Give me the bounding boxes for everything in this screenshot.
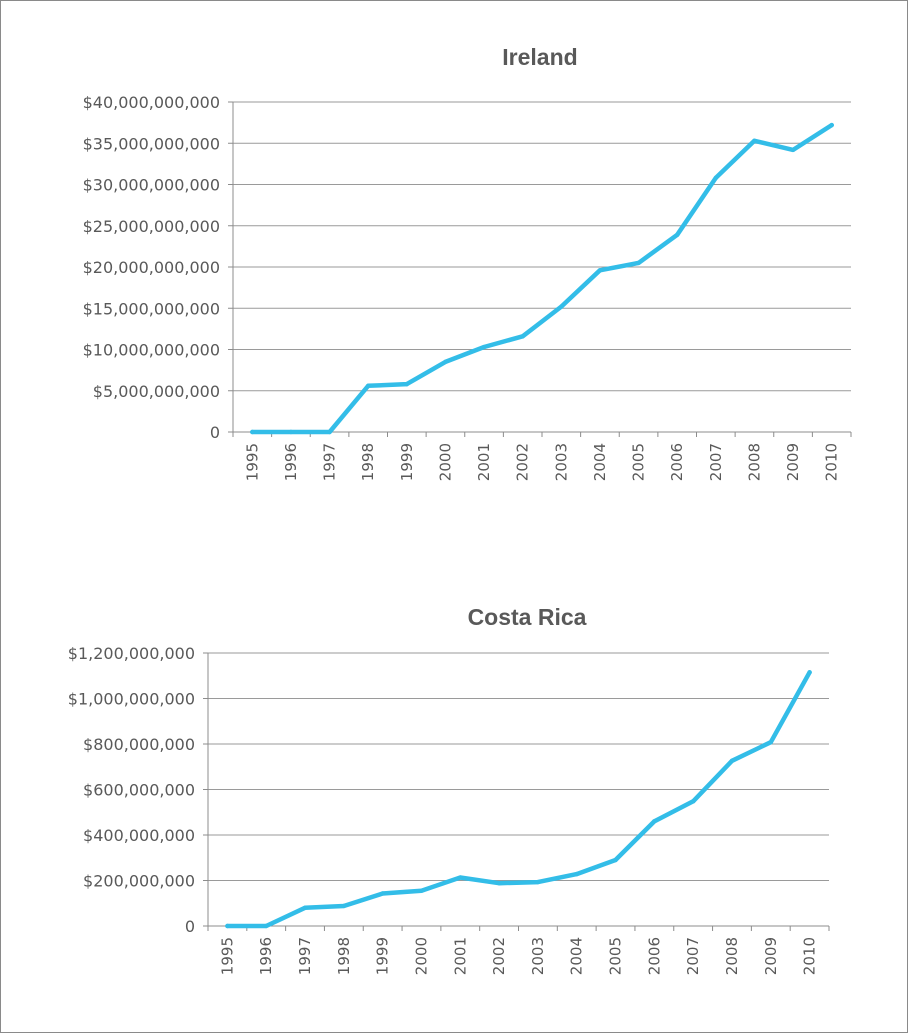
costa-rica-data-point <box>458 875 462 879</box>
costa-rica-x-tick-label: 1996 <box>257 937 275 975</box>
ireland-x-tick-label: 1998 <box>359 443 377 481</box>
ireland-y-tick-label: $5,000,000,000 <box>93 382 220 401</box>
ireland-x-tick-label: 2008 <box>745 443 763 481</box>
ireland-data-point <box>675 233 679 237</box>
costa-rica-x-tick-label: 2010 <box>801 937 819 975</box>
ireland-y-tick-label: $25,000,000,000 <box>83 217 220 236</box>
costa-rica-data-point <box>575 872 579 876</box>
costa-rica-x-tick-label: 2007 <box>684 937 702 975</box>
costa-rica-x-tick-label: 1995 <box>218 937 236 975</box>
costa-rica-data-point <box>303 906 307 910</box>
costa-rica-x-tick-label: 2001 <box>451 937 469 975</box>
costa-rica-data-point <box>342 904 346 908</box>
ireland-y-tick-label: $35,000,000,000 <box>83 134 220 153</box>
costa-rica-x-tick-label: 2008 <box>723 937 741 975</box>
costa-rica-y-tick-label: $1,200,000,000 <box>68 644 195 663</box>
costa-rica-data-point <box>652 819 656 823</box>
costa-rica-y-tick-label: $1,000,000,000 <box>68 690 195 709</box>
ireland-x-tick-label: 2002 <box>514 443 532 481</box>
ireland-y-tick-label: $10,000,000,000 <box>83 341 220 360</box>
costa-rica-y-tick-label: $800,000,000 <box>83 735 195 754</box>
ireland-y-tick-label: $20,000,000,000 <box>83 258 220 277</box>
ireland-x-tick-label: 2009 <box>784 443 802 481</box>
costa-rica-series-line <box>227 672 809 926</box>
ireland-x-tick-label: 2003 <box>552 443 570 481</box>
costa-rica-x-tick-label: 2009 <box>762 937 780 975</box>
ireland-data-point <box>327 430 331 434</box>
costa-rica-x-tick-label: 1998 <box>335 937 353 975</box>
costa-rica-data-point <box>730 759 734 763</box>
costa-rica-x-tick-label: 1997 <box>296 937 314 975</box>
ireland-x-tick-label: 1995 <box>243 443 261 481</box>
ireland-data-point <box>250 430 254 434</box>
ireland-x-tick-label: 1999 <box>398 443 416 481</box>
ireland-data-point <box>366 384 370 388</box>
costa-rica-y-tick-label: $600,000,000 <box>83 781 195 800</box>
costa-rica-data-point <box>807 670 811 674</box>
ireland-x-tick-label: 1997 <box>321 443 339 481</box>
costa-rica-data-point <box>264 924 268 928</box>
costa-rica-x-tick-label: 1999 <box>374 937 392 975</box>
ireland-chart-title: Ireland <box>502 44 577 70</box>
costa-rica-x-tick-label: 2002 <box>490 937 508 975</box>
ireland-data-point <box>636 261 640 265</box>
costa-rica-data-point <box>769 740 773 744</box>
costa-rica-y-tick-label: $400,000,000 <box>83 826 195 845</box>
costa-rica-data-point <box>613 858 617 862</box>
ireland-x-tick-label: 2006 <box>668 443 686 481</box>
costa-rica-data-point <box>380 891 384 895</box>
ireland-data-point <box>714 176 718 180</box>
ireland-y-tick-label: $15,000,000,000 <box>83 299 220 318</box>
costa-rica-y-tick-label: 0 <box>185 917 195 936</box>
costa-rica-x-tick-label: 2005 <box>607 937 625 975</box>
ireland-x-tick-label: 2000 <box>436 443 454 481</box>
costa-rica-x-tick-label: 2004 <box>568 937 586 975</box>
ireland-data-point <box>520 334 524 338</box>
ireland-x-tick-label: 2001 <box>475 443 493 481</box>
costa-rica-x-tick-label: 2000 <box>412 937 430 975</box>
costa-rica-data-point <box>497 881 501 885</box>
costa-rica-data-point <box>225 924 229 928</box>
ireland-data-point <box>598 268 602 272</box>
ireland-x-tick-label: 2010 <box>823 443 841 481</box>
ireland-x-tick-label: 1996 <box>282 443 300 481</box>
costa-rica-y-tick-label: $200,000,000 <box>83 872 195 891</box>
ireland-y-tick-label: $30,000,000,000 <box>83 176 220 195</box>
ireland-data-point <box>791 148 795 152</box>
ireland-y-tick-label: $40,000,000,000 <box>83 93 220 112</box>
ireland-data-point <box>289 430 293 434</box>
ireland-y-tick-label: 0 <box>210 423 220 442</box>
costa-rica-chart-title: Costa Rica <box>468 604 587 630</box>
ireland-data-point <box>559 304 563 308</box>
ireland-x-tick-label: 2007 <box>707 443 725 481</box>
ireland-data-point <box>482 345 486 349</box>
ireland-data-point <box>405 382 409 386</box>
ireland-x-tick-label: 2005 <box>630 443 648 481</box>
ireland-data-point <box>752 139 756 143</box>
ireland-x-tick-label: 2004 <box>591 443 609 481</box>
ireland-series-line <box>252 125 831 432</box>
costa-rica-data-point <box>691 799 695 803</box>
costa-rica-x-tick-label: 2006 <box>645 937 663 975</box>
ireland-data-point <box>829 123 833 127</box>
costa-rica-data-point <box>419 889 423 893</box>
costa-rica-data-point <box>536 880 540 884</box>
ireland-data-point <box>443 360 447 364</box>
costa-rica-x-tick-label: 2003 <box>529 937 547 975</box>
